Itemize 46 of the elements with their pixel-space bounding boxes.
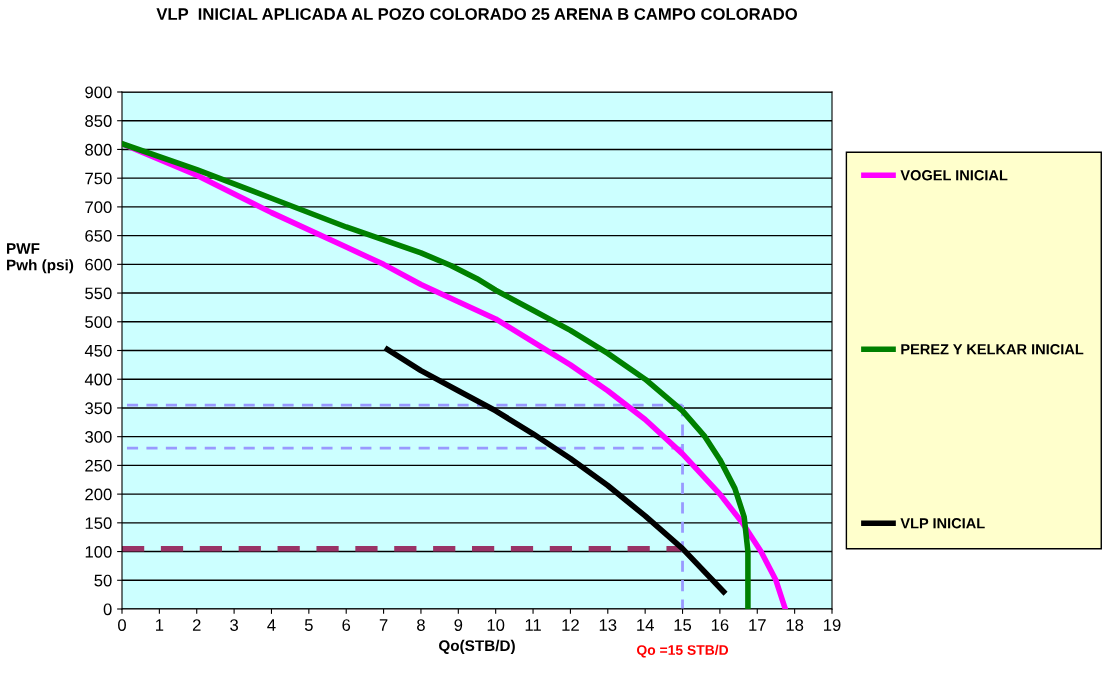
x-tick-label: 18	[786, 619, 804, 631]
annotation: Qo =15 STB/D	[636, 644, 729, 658]
x-tick-label: 3	[230, 619, 239, 631]
chart-title: VLP INICIAL APLICADA AL POZO COLORADO 25 ARENA B CAMPO COLORADO	[156, 8, 797, 20]
y-tick-label: 850	[85, 115, 112, 127]
x-tick-label: 14	[637, 619, 654, 631]
x-tick-label: 5	[304, 619, 313, 631]
x-tick-label: 8	[417, 619, 425, 631]
x-tick-label: 10	[487, 619, 505, 631]
x-tick-label: 9	[454, 619, 463, 631]
x-tick-label: 15	[674, 619, 692, 631]
y-tick-label: 150	[85, 517, 112, 530]
x-tick-label: 6	[342, 619, 351, 631]
y-tick-label: 700	[85, 201, 112, 214]
y-tick-label: 750	[85, 172, 112, 185]
x-tick-label: 1	[156, 619, 164, 631]
x-tick-label: 12	[562, 619, 579, 631]
x-axis-title: Qo(STB/D)	[439, 639, 515, 655]
x-tick-label: 13	[599, 619, 617, 631]
y-tick-label: 100	[85, 545, 112, 558]
y-tick-label: 300	[85, 431, 112, 443]
legend-label: VLP INICIAL	[900, 518, 985, 529]
y-tick-label: 0	[103, 603, 112, 616]
x-tick-label: 0	[118, 619, 126, 631]
y-tick-label: 400	[84, 373, 112, 386]
x-tick-label: 4	[267, 619, 276, 631]
x-tick-label: 19	[824, 619, 841, 631]
x-tick-label: 7	[379, 619, 388, 631]
legend-label: PEREZ Y KELKAR INICIAL	[901, 344, 1084, 355]
y-tick-label: 800	[85, 143, 112, 156]
y-tick-label: 600	[85, 258, 112, 271]
y-tick-label: 250	[85, 459, 112, 472]
y-tick-label: 900	[85, 86, 112, 99]
y-tick-label: 200	[85, 488, 112, 501]
x-tick-label: 11	[525, 619, 541, 631]
y-tick-label: 550	[85, 287, 112, 300]
x-tick-label: 16	[711, 619, 729, 631]
y-tick-label: 50	[94, 574, 112, 587]
y-axis-title: PWF Pwh (psi)	[7, 243, 74, 274]
y-tick-label: 500	[85, 316, 112, 328]
x-tick-label: 2	[192, 619, 201, 631]
y-tick-label: 350	[85, 402, 112, 415]
y-tick-label: 650	[85, 230, 112, 242]
x-tick-label: 17	[749, 619, 766, 631]
y-tick-label: 450	[84, 344, 112, 357]
legend-label: VOGEL INICIAL	[900, 170, 1008, 181]
